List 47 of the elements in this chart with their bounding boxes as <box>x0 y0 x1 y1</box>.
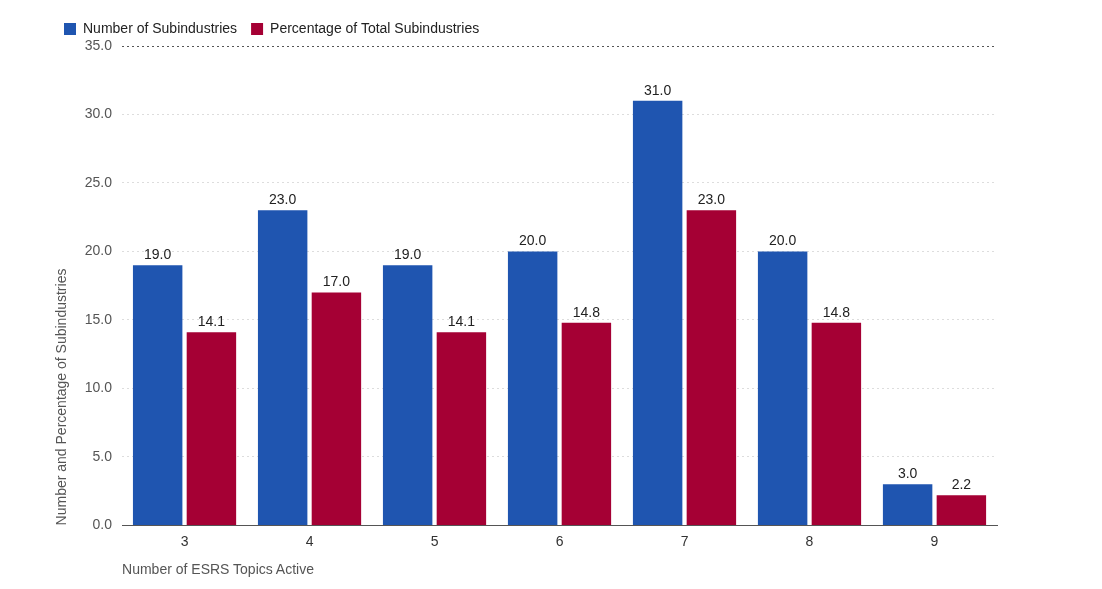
legend-label: Number of Subindustries <box>83 19 238 36</box>
data-label: 2.2 <box>951 476 972 493</box>
y-tick-label: 15.0 <box>84 310 113 327</box>
data-label: 14.1 <box>197 313 226 330</box>
data-label: 14.1 <box>447 313 476 330</box>
x-tick-label: 3 <box>180 532 189 549</box>
data-label: 23.0 <box>697 191 726 208</box>
bar <box>811 322 862 525</box>
data-label: 14.8 <box>572 303 601 320</box>
y-axis-title: Number and Percentage of Subindustries <box>53 268 70 526</box>
y-tick-label: 35.0 <box>84 36 113 53</box>
bar <box>632 100 683 525</box>
bar <box>132 265 183 525</box>
x-tick-label: 4 <box>305 532 314 549</box>
data-label: 23.0 <box>269 191 297 208</box>
y-tick-label: 5.0 <box>92 447 113 464</box>
bar <box>882 484 933 525</box>
data-label: 31.0 <box>644 81 672 98</box>
bar <box>561 322 612 525</box>
y-tick-label: 25.0 <box>84 173 113 190</box>
y-tick-label: 0.0 <box>92 516 113 533</box>
x-tick-label: 6 <box>555 532 564 549</box>
data-label: 14.8 <box>822 303 851 320</box>
x-axis-title: Number of ESRS Topics Active <box>122 561 315 578</box>
x-tick-label: 7 <box>680 532 689 549</box>
bar <box>186 332 237 525</box>
bar <box>436 332 487 525</box>
y-tick-label: 30.0 <box>84 105 113 122</box>
bar <box>757 251 808 525</box>
y-tick-label: 20.0 <box>84 242 113 259</box>
x-tick-label: 5 <box>430 532 439 549</box>
data-label: 17.0 <box>322 273 351 290</box>
x-tick-label: 8 <box>805 532 814 549</box>
y-tick-label: 10.0 <box>84 379 113 396</box>
legend-label: Percentage of Total Subindustries <box>270 19 480 36</box>
bar <box>382 265 433 525</box>
x-tick-label: 9 <box>930 532 939 549</box>
bar <box>686 210 737 525</box>
bar <box>257 210 308 525</box>
bar <box>936 495 987 525</box>
bar <box>507 251 558 525</box>
data-label: 19.0 <box>394 246 422 263</box>
bar <box>311 292 362 525</box>
data-label: 20.0 <box>519 232 547 249</box>
data-label: 20.0 <box>769 232 797 249</box>
data-label: 19.0 <box>144 246 172 263</box>
data-label: 3.0 <box>897 465 918 482</box>
